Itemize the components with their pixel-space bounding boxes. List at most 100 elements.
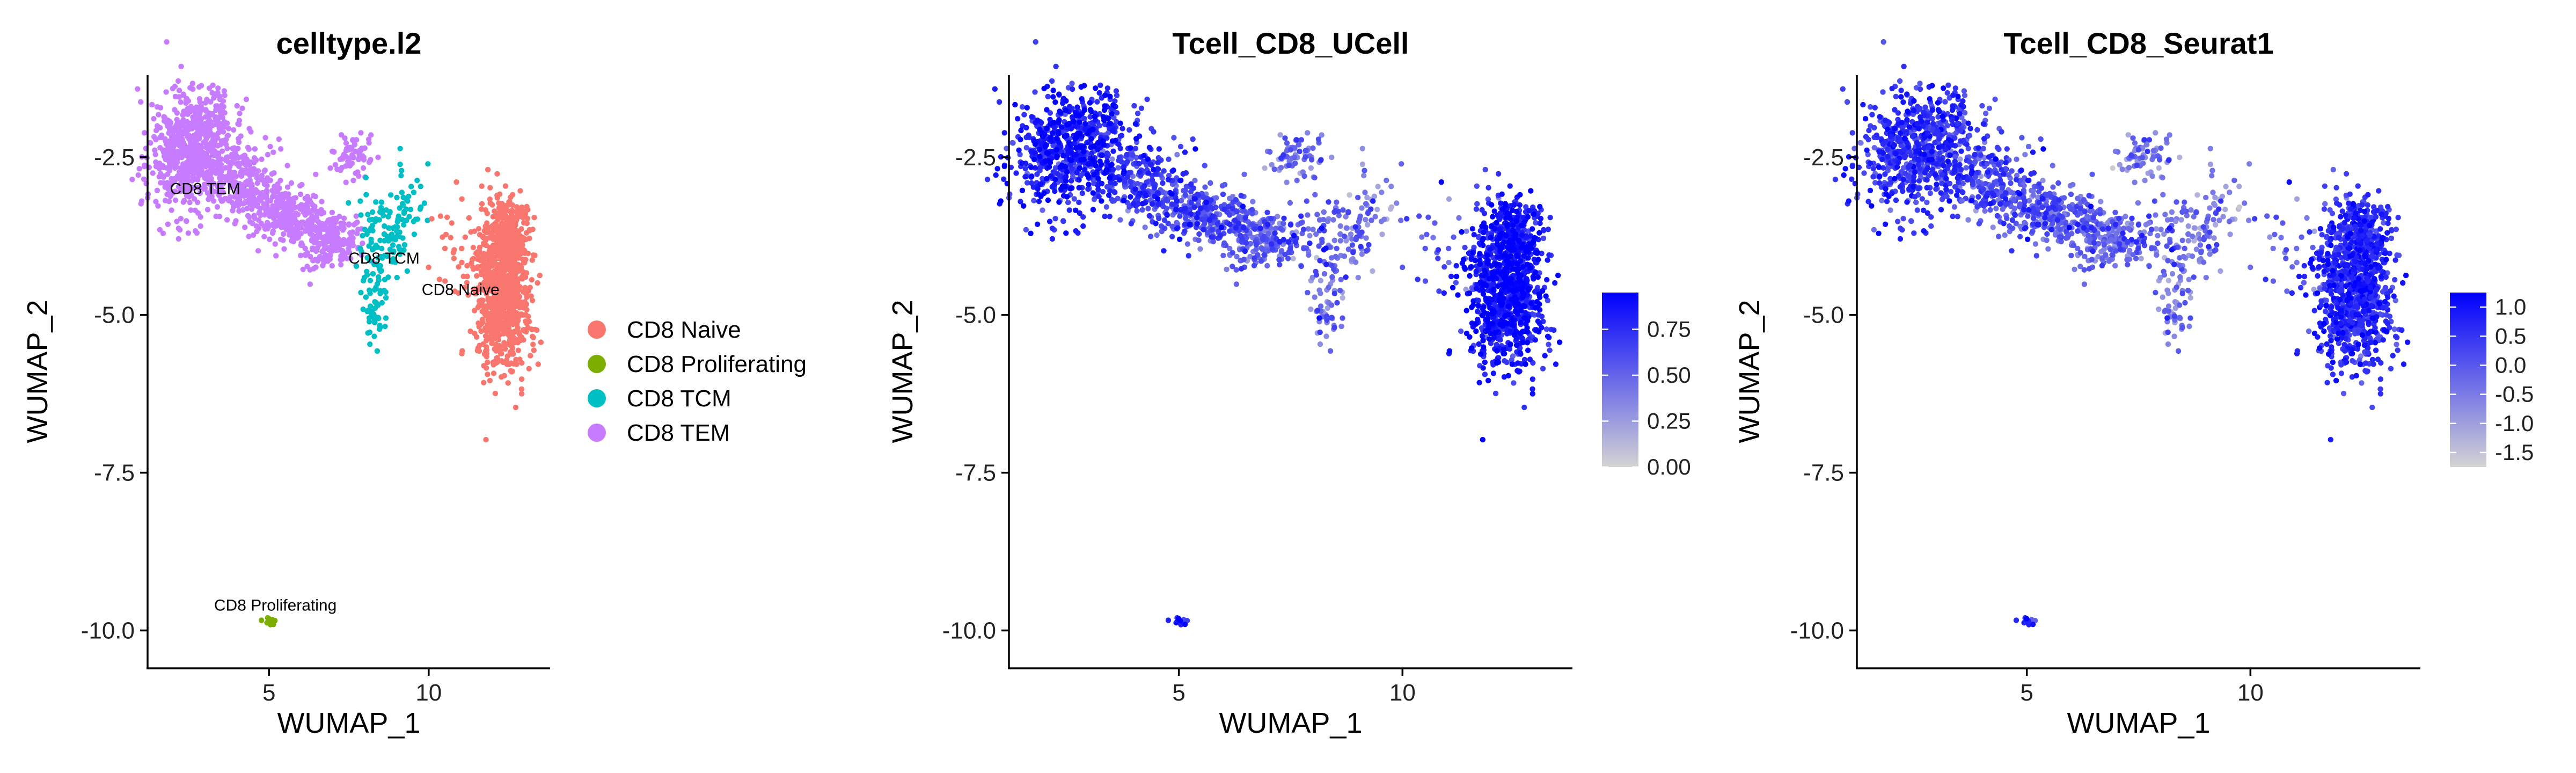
scatter-point [174, 218, 180, 224]
scatter-point [1268, 215, 1274, 222]
scatter-point [376, 277, 382, 283]
scatter-point [1318, 278, 1324, 283]
scatter-point [1446, 259, 1452, 266]
scatter-point [255, 248, 261, 254]
scatter-point [1137, 169, 1143, 175]
scatter-point [508, 368, 514, 374]
scatter-point [273, 253, 279, 259]
scatter-point [309, 202, 316, 208]
scatter-point [1378, 218, 1385, 224]
scatter-point [1352, 259, 1359, 265]
scatter-point [1241, 225, 1247, 231]
scatter-point [187, 199, 193, 206]
scatter-point [163, 89, 169, 95]
scatter-point [1451, 234, 1457, 240]
y-tick-label: -5.0 [94, 302, 135, 329]
scatter-point [1305, 289, 1311, 296]
scatter-point [265, 151, 271, 158]
scatter-point [203, 107, 209, 113]
scatter-point [1049, 236, 1056, 242]
scatter-point [401, 242, 408, 248]
scatter-point [1112, 189, 1118, 195]
scatter-point [495, 345, 501, 351]
scatter-point [514, 204, 520, 210]
scatter-point [234, 103, 240, 109]
scatter-point [1422, 245, 1428, 252]
scatter-point [487, 377, 493, 384]
scatter-point [1178, 207, 1184, 213]
scatter-point [221, 88, 227, 94]
scatter-point [507, 304, 514, 310]
scatter-point [1230, 250, 1235, 256]
scatter-point [1480, 365, 1486, 371]
scatter-point [1302, 154, 1308, 160]
scatter-point [1425, 214, 1431, 220]
scatter-point [500, 283, 506, 289]
scatter-point [1224, 266, 1230, 272]
scatter-point [151, 116, 157, 122]
scatter-point [1371, 193, 1378, 199]
scatter-point [1033, 39, 1038, 45]
scatter-point [1333, 253, 1338, 260]
scatter-point [1220, 252, 1226, 259]
scatter-point [162, 152, 168, 158]
scatter-point [368, 239, 374, 245]
scatter-point [481, 380, 487, 385]
scatter-point [193, 112, 199, 118]
scatter-point [372, 319, 378, 326]
scatter-point [1170, 167, 1176, 173]
scatter-point [1156, 146, 1162, 152]
scatter-point [180, 112, 186, 118]
scatter-point [1139, 201, 1146, 207]
scatter-point [213, 103, 219, 109]
scatter-point [1022, 174, 1028, 180]
scatter-point [496, 244, 502, 250]
scatter-point [313, 215, 320, 221]
scatter-point [488, 251, 494, 258]
scatter-point [494, 171, 500, 177]
scatter-point [304, 225, 310, 231]
scatter-point [1502, 358, 1507, 364]
scatter-point [1432, 220, 1438, 226]
scatter-point [1238, 193, 1244, 199]
scatter-point [399, 217, 405, 223]
scatter-point [225, 133, 231, 138]
scatter-point [203, 174, 209, 181]
scatter-point [280, 199, 286, 205]
scatter-point [483, 338, 489, 344]
scatter-point [450, 250, 456, 256]
scatter-point [440, 234, 445, 240]
scatter-point [1471, 232, 1477, 238]
scatter-point [1539, 313, 1545, 319]
scatter-point [1326, 285, 1331, 290]
scatter-point [254, 229, 260, 235]
scatter-point [292, 195, 299, 201]
scatter-point [1233, 225, 1239, 231]
scatter-point [162, 136, 168, 142]
scatter-point [1529, 376, 1535, 382]
scatter-point [530, 252, 537, 258]
scatter-point [207, 144, 213, 150]
scatter-point [1177, 143, 1184, 150]
scatter-point [187, 85, 193, 91]
scatter-point [375, 154, 381, 161]
scatter-point [480, 234, 486, 240]
scatter-point [1394, 200, 1400, 206]
scatter-point [1190, 136, 1196, 142]
scatter-point [399, 201, 406, 207]
scatter-point [172, 178, 178, 184]
scatter-point [403, 206, 409, 212]
scatter-point [256, 210, 262, 216]
scatter-point [462, 234, 469, 240]
scatter-point [370, 228, 376, 234]
scatter-point [213, 92, 219, 98]
scatter-point [218, 142, 224, 148]
scatter-point [1388, 184, 1394, 189]
scatter-point [507, 349, 514, 355]
scatter-point [1348, 231, 1354, 237]
scatter-point [1296, 142, 1302, 148]
scatter-point [274, 183, 280, 189]
scatter-point [1124, 151, 1130, 158]
scatter-point [1490, 370, 1497, 376]
scatter-point [1286, 162, 1292, 169]
